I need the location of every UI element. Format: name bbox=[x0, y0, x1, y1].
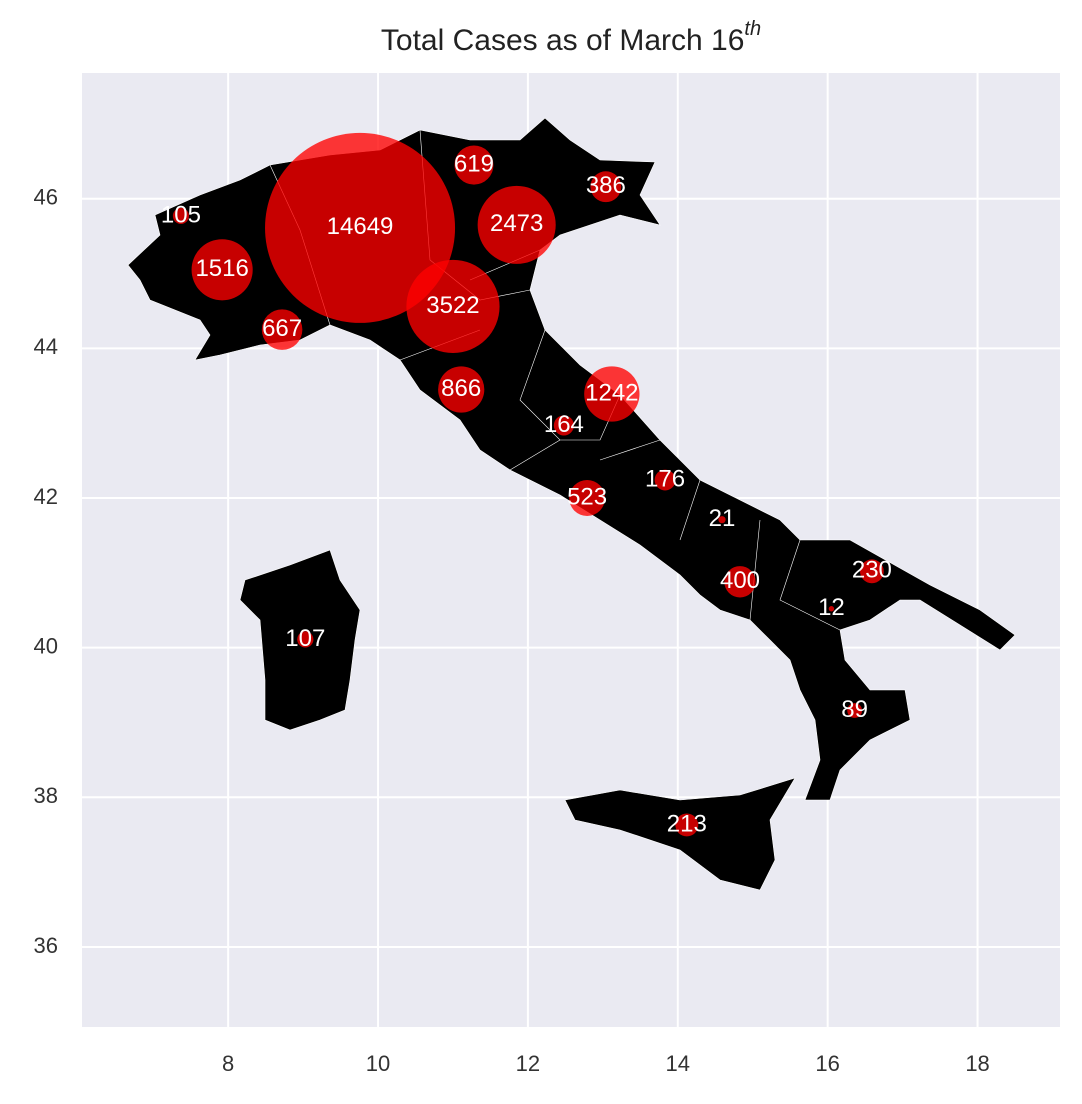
bubble bbox=[584, 366, 640, 422]
bubble bbox=[828, 606, 835, 612]
data-label: 107 bbox=[285, 625, 325, 652]
data-label: 14649 bbox=[327, 213, 394, 240]
data-label: 1516 bbox=[195, 255, 248, 282]
y-tick-label: 40 bbox=[34, 633, 58, 658]
bubble bbox=[297, 631, 314, 648]
bubble bbox=[454, 145, 494, 185]
data-label: 866 bbox=[441, 375, 481, 402]
data-label: 2473 bbox=[490, 210, 543, 237]
bubble bbox=[590, 171, 622, 203]
bubble bbox=[406, 259, 500, 354]
data-label: 400 bbox=[720, 567, 760, 594]
bubble bbox=[724, 566, 756, 598]
bubble bbox=[718, 516, 726, 524]
data-label: 21 bbox=[709, 505, 736, 532]
bubble bbox=[191, 239, 253, 301]
y-tick-label: 42 bbox=[34, 484, 58, 509]
bubble bbox=[172, 207, 189, 224]
title-superscript: th bbox=[744, 18, 761, 40]
bubble bbox=[438, 366, 485, 413]
title-main: Total Cases as of March 16 bbox=[381, 24, 745, 57]
data-label: 667 bbox=[262, 315, 302, 342]
data-label: 230 bbox=[852, 557, 892, 584]
x-tick-label: 14 bbox=[666, 1051, 690, 1076]
data-label: 105 bbox=[161, 201, 201, 228]
y-tick-label: 36 bbox=[34, 933, 58, 958]
bubble bbox=[553, 415, 574, 436]
y-tick-label: 46 bbox=[34, 185, 58, 210]
x-tick-label: 8 bbox=[222, 1051, 234, 1076]
y-tick-label: 38 bbox=[34, 783, 58, 808]
bubble bbox=[847, 703, 863, 718]
y-tick-label: 44 bbox=[34, 334, 58, 359]
bubble bbox=[654, 469, 676, 491]
data-label: 89 bbox=[841, 696, 868, 723]
data-label: 164 bbox=[544, 411, 584, 438]
data-label: 619 bbox=[454, 150, 494, 177]
x-tick-label: 12 bbox=[516, 1051, 540, 1076]
bubble bbox=[859, 559, 884, 584]
bubble bbox=[265, 132, 456, 323]
x-tick-label: 16 bbox=[815, 1051, 839, 1076]
labels: 14649 3522 2473 1516 1242 866 667 619 523 400 386 2… bbox=[161, 150, 892, 837]
bubble bbox=[477, 185, 556, 264]
bubble bbox=[569, 480, 606, 516]
bubbles bbox=[172, 132, 884, 837]
data-label: 213 bbox=[667, 810, 707, 837]
data-label: 386 bbox=[586, 172, 626, 199]
data-label: 176 bbox=[645, 465, 685, 492]
bubble bbox=[675, 813, 699, 837]
data-label: 523 bbox=[567, 483, 607, 510]
chart-title: Total Cases as of March 16th bbox=[381, 18, 761, 57]
x-tick-label: 18 bbox=[965, 1051, 989, 1076]
x-tick-label: 10 bbox=[366, 1051, 390, 1076]
data-label: 1242 bbox=[585, 379, 638, 406]
data-label: 3522 bbox=[426, 292, 479, 319]
bubble bbox=[261, 309, 303, 350]
data-label: 12 bbox=[818, 594, 845, 621]
